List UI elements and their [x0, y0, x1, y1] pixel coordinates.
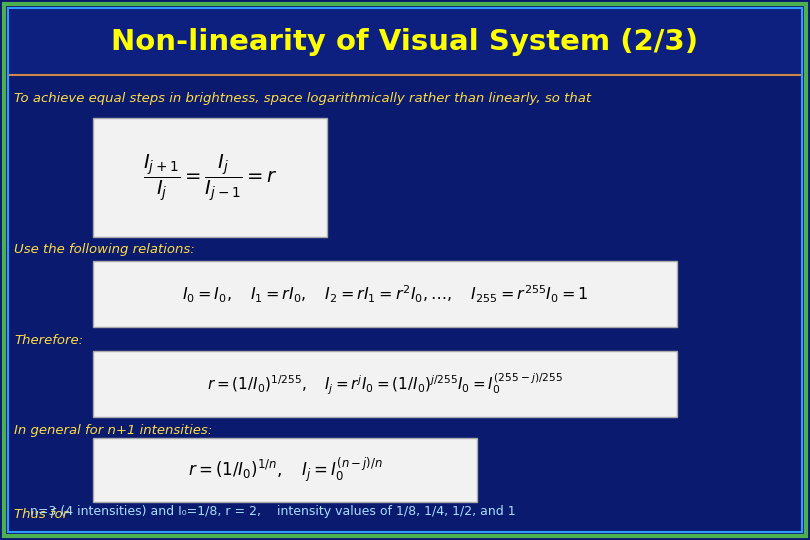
Text: In general for n+1 intensities:: In general for n+1 intensities:: [14, 424, 212, 437]
FancyBboxPatch shape: [93, 351, 677, 417]
Text: Thus for: Thus for: [14, 508, 68, 521]
FancyBboxPatch shape: [93, 261, 677, 327]
Text: To achieve equal steps in brightness, space logarithmically rather than linearly: To achieve equal steps in brightness, sp…: [14, 92, 591, 105]
FancyBboxPatch shape: [9, 9, 801, 75]
Text: Use the following relations:: Use the following relations:: [14, 243, 194, 256]
Text: n=3 (4 intensities) and I₀=1/8, r = 2,    intensity values of 1/8, 1/4, 1/2, and: n=3 (4 intensities) and I₀=1/8, r = 2, i…: [30, 505, 516, 518]
Text: $\dfrac{I_{j+1}}{I_j} = \dfrac{I_j}{I_{j-1}} = r$: $\dfrac{I_{j+1}}{I_j} = \dfrac{I_j}{I_{j…: [143, 152, 277, 203]
Text: Non-linearity of Visual System (2/3): Non-linearity of Visual System (2/3): [112, 28, 698, 56]
Text: $I_0 = I_0, \quad I_1 = rI_0, \quad I_2 = rI_1 = r^2 I_0, \ldots, \quad I_{255} : $I_0 = I_0, \quad I_1 = rI_0, \quad I_2 …: [181, 284, 588, 305]
FancyBboxPatch shape: [4, 4, 806, 536]
FancyBboxPatch shape: [93, 438, 477, 502]
Text: Therefore:: Therefore:: [14, 334, 83, 347]
Text: $r = (1/I_0)^{1/255}, \quad I_j = r^j I_0 = (1/I_0)^{j/255} I_0 = I_0^{(255-j)/2: $r = (1/I_0)^{1/255}, \quad I_j = r^j I_…: [207, 372, 563, 396]
Text: $r = (1/I_0)^{1/n}, \quad I_j = I_0^{(n-j)/n}$: $r = (1/I_0)^{1/n}, \quad I_j = I_0^{(n-…: [188, 455, 382, 485]
FancyBboxPatch shape: [93, 118, 327, 237]
